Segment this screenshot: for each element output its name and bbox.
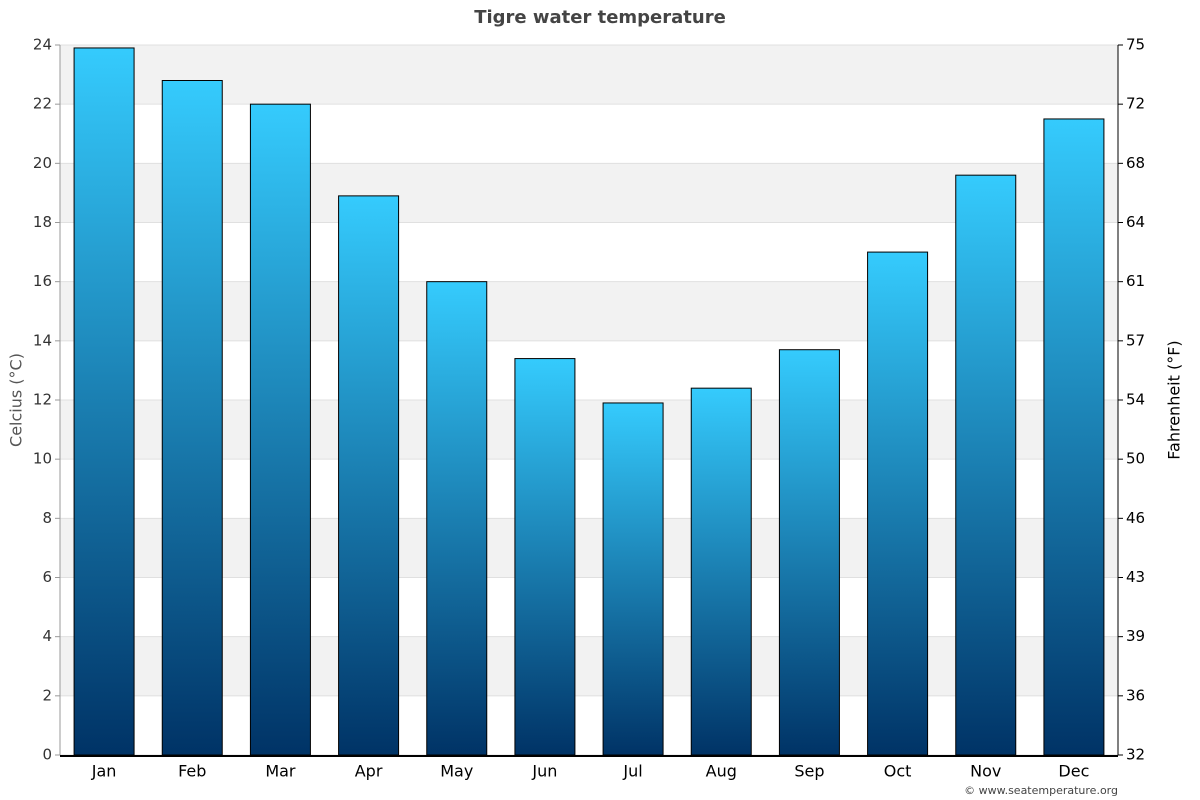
y2-tick-label: 46 bbox=[1126, 509, 1145, 527]
bar bbox=[1043, 118, 1105, 756]
y-tick-label: 4 bbox=[42, 627, 52, 645]
y-tick-label: 8 bbox=[42, 509, 52, 527]
y-tick-label: 12 bbox=[33, 391, 52, 409]
y-tick-label: 24 bbox=[33, 36, 52, 54]
grid-band bbox=[60, 281, 1118, 341]
x-tick-label: Jan bbox=[91, 762, 117, 781]
bar bbox=[690, 387, 752, 756]
x-tick-label: Nov bbox=[970, 762, 1001, 781]
bar bbox=[602, 402, 664, 756]
bar bbox=[73, 47, 135, 756]
grid-band bbox=[60, 636, 1118, 696]
y-tick-label: 0 bbox=[42, 746, 52, 764]
x-tick-label: Feb bbox=[178, 762, 206, 781]
y2-tick-label: 50 bbox=[1126, 450, 1145, 468]
y2-tick-label: 72 bbox=[1126, 95, 1145, 113]
bar bbox=[778, 349, 840, 756]
y-tick-label: 2 bbox=[42, 686, 52, 704]
x-tick-label: Jul bbox=[622, 762, 642, 781]
y-axis-label: Celcius (°C) bbox=[7, 353, 26, 447]
y-tick-label: 18 bbox=[33, 213, 52, 231]
y2-tick-label: 57 bbox=[1126, 331, 1145, 349]
bar bbox=[867, 251, 929, 756]
y-tick-label: 20 bbox=[33, 154, 52, 172]
x-tick-label: Mar bbox=[265, 762, 296, 781]
y2-tick-label: 64 bbox=[1126, 213, 1145, 231]
x-tick-label: Dec bbox=[1058, 762, 1089, 781]
grid-band bbox=[60, 163, 1118, 223]
x-tick-label: Sep bbox=[794, 762, 824, 781]
bar bbox=[514, 358, 576, 756]
y-tick-label: 10 bbox=[33, 450, 52, 468]
grid-band bbox=[60, 400, 1118, 460]
y-tick-label: 14 bbox=[33, 331, 52, 349]
y2-tick-label: 68 bbox=[1126, 154, 1145, 172]
y2-tick-label: 75 bbox=[1126, 36, 1145, 54]
y2-tick-label: 54 bbox=[1126, 391, 1145, 409]
bar bbox=[426, 281, 488, 756]
grid-band bbox=[60, 518, 1118, 578]
grid-band bbox=[60, 45, 1118, 105]
credit: © www.seatemperature.org bbox=[964, 784, 1118, 797]
bar bbox=[161, 80, 223, 756]
x-tick-label: Apr bbox=[355, 762, 383, 781]
y2-tick-label: 39 bbox=[1126, 627, 1145, 645]
x-tick-label: Jun bbox=[531, 762, 557, 781]
x-tick-label: Oct bbox=[884, 762, 912, 781]
y-tick-label: 16 bbox=[33, 272, 52, 290]
bar bbox=[338, 195, 400, 756]
y2-axis-label: Fahrenheit (°F) bbox=[1165, 340, 1184, 459]
y-tick-label: 6 bbox=[42, 568, 52, 586]
x-tick-label: May bbox=[440, 762, 473, 781]
y-tick-label: 22 bbox=[33, 95, 52, 113]
y2-tick-label: 36 bbox=[1126, 686, 1145, 704]
chart-title: Tigre water temperature bbox=[474, 7, 726, 28]
x-tick-label: Aug bbox=[706, 762, 737, 781]
y2-tick-label: 32 bbox=[1126, 746, 1145, 764]
y2-tick-label: 61 bbox=[1126, 272, 1145, 290]
bar bbox=[955, 174, 1017, 756]
bar bbox=[249, 103, 311, 756]
y2-tick-label: 43 bbox=[1126, 568, 1145, 586]
